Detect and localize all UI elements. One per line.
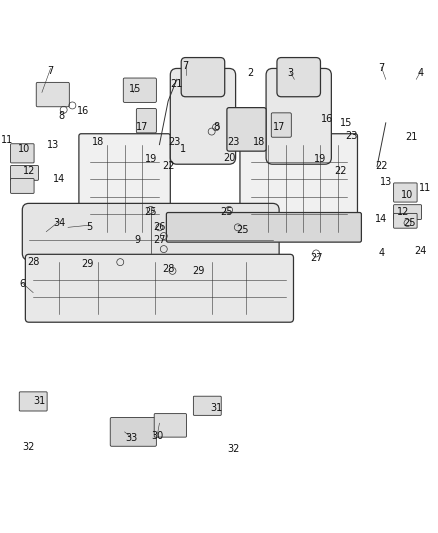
Text: 4: 4 (417, 68, 424, 78)
Text: 17: 17 (273, 122, 285, 132)
FancyBboxPatch shape (277, 58, 321, 97)
FancyBboxPatch shape (19, 392, 47, 411)
Text: 29: 29 (192, 266, 205, 276)
Text: 18: 18 (92, 138, 105, 148)
Text: 32: 32 (23, 442, 35, 452)
Text: 21: 21 (406, 132, 418, 142)
Text: 27: 27 (153, 236, 166, 245)
Text: 23: 23 (227, 136, 240, 147)
FancyBboxPatch shape (227, 108, 266, 151)
Text: 19: 19 (314, 154, 327, 164)
Text: 29: 29 (81, 260, 94, 269)
Text: 25: 25 (236, 224, 248, 235)
Text: 25: 25 (403, 218, 416, 228)
Text: 12: 12 (397, 207, 410, 217)
Text: 22: 22 (375, 161, 388, 172)
FancyBboxPatch shape (154, 414, 187, 437)
Text: 25: 25 (145, 207, 157, 217)
Text: 32: 32 (227, 445, 240, 454)
Text: 3: 3 (287, 68, 293, 78)
FancyBboxPatch shape (22, 204, 279, 260)
Text: 28: 28 (27, 257, 39, 267)
FancyBboxPatch shape (181, 58, 225, 97)
Text: 27: 27 (310, 253, 322, 263)
Text: 9: 9 (134, 236, 141, 245)
FancyBboxPatch shape (394, 183, 417, 202)
Text: 16: 16 (321, 114, 333, 124)
Text: 2: 2 (248, 68, 254, 78)
Text: 25: 25 (221, 207, 233, 217)
Text: 12: 12 (23, 166, 35, 176)
FancyBboxPatch shape (271, 113, 291, 137)
FancyBboxPatch shape (166, 213, 361, 242)
Text: 22: 22 (334, 166, 346, 176)
Text: 34: 34 (53, 218, 65, 228)
Text: 13: 13 (380, 176, 392, 187)
FancyBboxPatch shape (11, 166, 39, 180)
FancyBboxPatch shape (124, 78, 156, 102)
FancyBboxPatch shape (394, 213, 417, 228)
Text: 13: 13 (47, 140, 59, 150)
Text: 11: 11 (419, 183, 431, 193)
Text: 31: 31 (34, 397, 46, 407)
Text: 6: 6 (19, 279, 25, 289)
Text: 33: 33 (125, 433, 137, 443)
FancyBboxPatch shape (194, 396, 221, 415)
FancyBboxPatch shape (266, 68, 332, 164)
FancyBboxPatch shape (394, 205, 421, 220)
Text: 17: 17 (136, 122, 148, 132)
Text: 31: 31 (210, 403, 222, 413)
FancyBboxPatch shape (11, 144, 34, 163)
Text: 18: 18 (254, 136, 266, 147)
Text: 4: 4 (378, 248, 385, 259)
Text: 19: 19 (145, 154, 157, 164)
FancyBboxPatch shape (110, 417, 156, 446)
Text: 8: 8 (213, 122, 219, 132)
Text: 21: 21 (171, 79, 183, 88)
Text: 15: 15 (340, 118, 353, 128)
Text: 14: 14 (375, 214, 388, 224)
FancyBboxPatch shape (25, 254, 293, 322)
Text: 14: 14 (53, 174, 65, 184)
Text: 7: 7 (182, 61, 189, 71)
Text: 23: 23 (169, 136, 181, 147)
Text: 28: 28 (162, 264, 174, 273)
FancyBboxPatch shape (240, 134, 357, 238)
Text: 1: 1 (180, 144, 187, 154)
Text: 22: 22 (162, 161, 174, 172)
Text: 24: 24 (414, 246, 427, 256)
FancyBboxPatch shape (79, 134, 170, 238)
Text: 7: 7 (47, 66, 54, 76)
FancyBboxPatch shape (36, 83, 69, 107)
Text: 10: 10 (401, 190, 413, 200)
FancyBboxPatch shape (170, 68, 236, 164)
Text: 15: 15 (129, 84, 141, 94)
Text: 5: 5 (87, 222, 93, 232)
Text: 10: 10 (18, 144, 31, 154)
Text: 20: 20 (223, 152, 235, 163)
Text: 26: 26 (153, 222, 166, 232)
FancyBboxPatch shape (136, 109, 156, 133)
Text: 11: 11 (1, 135, 13, 146)
FancyBboxPatch shape (11, 179, 34, 193)
Text: 30: 30 (151, 431, 163, 441)
Text: 23: 23 (345, 131, 357, 141)
Text: 8: 8 (58, 111, 64, 122)
Text: 7: 7 (378, 63, 385, 74)
Text: 16: 16 (77, 106, 89, 116)
